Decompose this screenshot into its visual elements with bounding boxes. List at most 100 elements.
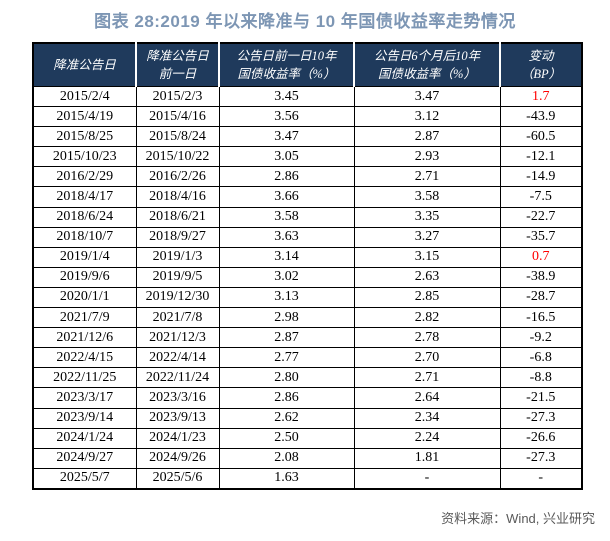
cell: 2019/9/6 xyxy=(32,266,137,288)
cell: 2024/1/24 xyxy=(32,427,137,449)
cell: 2022/11/25 xyxy=(32,367,137,389)
cell: 3.12 xyxy=(353,106,501,128)
cell: 2.80 xyxy=(218,367,355,389)
change-bp-cell: -6.8 xyxy=(499,347,583,369)
cell: 2022/4/15 xyxy=(32,347,137,369)
cell: 3.58 xyxy=(218,206,355,228)
cell: 2023/3/16 xyxy=(135,387,220,409)
table-row: 2022/11/25 2022/11/24 2.80 2.71 -8.8 xyxy=(32,367,583,389)
cell: 3.35 xyxy=(353,206,501,228)
chart-title: 图表 28:2019 年以来降准与 10 年国债收益率走势情况 xyxy=(94,12,516,31)
cell: 2019/9/5 xyxy=(135,266,220,288)
change-bp-cell: -12.1 xyxy=(499,146,583,168)
cell: 2018/6/24 xyxy=(32,206,137,228)
cell: 3.56 xyxy=(218,106,355,128)
cell: 3.27 xyxy=(353,226,501,248)
table-row: 2016/2/29 2016/2/26 2.86 2.71 -14.9 xyxy=(32,166,583,188)
cell: 3.45 xyxy=(218,85,355,108)
cell: 2.78 xyxy=(353,327,501,349)
cell: 2021/12/6 xyxy=(32,327,137,349)
cell: 2018/4/17 xyxy=(32,186,137,208)
cell: 2024/9/26 xyxy=(135,447,220,469)
cell: 2021/12/3 xyxy=(135,327,220,349)
cell: 2.93 xyxy=(353,146,501,168)
cell: 2.08 xyxy=(218,447,355,469)
cell: 2022/4/14 xyxy=(135,347,220,369)
cell: 2016/2/26 xyxy=(135,166,220,188)
cell: 2024/1/23 xyxy=(135,427,220,449)
cell: 2.63 xyxy=(353,266,501,288)
cell: 3.02 xyxy=(218,266,355,288)
cell: 3.14 xyxy=(218,246,355,268)
cell: 2.86 xyxy=(218,387,355,409)
cell: 2023/3/17 xyxy=(32,387,137,409)
cell: 2019/1/3 xyxy=(135,246,220,268)
cell: 2015/10/23 xyxy=(32,146,137,168)
cell: 2018/10/7 xyxy=(32,226,137,248)
cell: 2021/7/8 xyxy=(135,307,220,329)
table-body: 2015/2/4 2015/2/3 3.45 3.47 1.7 2015/4/19 2015… xyxy=(32,85,583,490)
table-row: 2020/1/1 2019/12/30 3.13 2.85 -28.7 xyxy=(32,286,583,309)
cell: 2.64 xyxy=(353,387,501,409)
table-row: 2025/5/7 2025/5/6 1.63- - xyxy=(32,467,583,490)
cell: 2015/2/4 xyxy=(32,85,137,108)
table-row: 2021/12/6 2021/12/3 2.87 2.78 -9.2 xyxy=(32,327,583,349)
cell: 1.63 xyxy=(218,467,355,490)
cell: 2.86 xyxy=(218,166,355,188)
cell: 2025/5/7 xyxy=(32,467,137,490)
change-bp-cell: -22.7 xyxy=(499,206,583,228)
cell: 3.47 xyxy=(218,126,355,148)
cell: 2.98 xyxy=(218,307,355,329)
cell: 2018/6/21 xyxy=(135,206,220,228)
cell: 2.70 xyxy=(353,347,501,369)
table-row: 2015/10/23 2015/10/22 3.05 2.93 -12.1 xyxy=(32,146,583,168)
cell: 2019/12/30 xyxy=(135,286,220,309)
cell: 2019/1/4 xyxy=(32,246,137,268)
table-row: 2015/8/25 2015/8/24 3.47 2.87 -60.5 xyxy=(32,126,583,148)
column-header: 降准公告日 前一日 xyxy=(135,43,219,87)
column-header: 变动 （BP） xyxy=(499,43,582,87)
cell: 2.50 xyxy=(218,427,355,449)
cell: 2023/9/14 xyxy=(32,407,137,429)
cell: 2025/5/6 xyxy=(135,467,220,490)
change-bp-cell: -38.9 xyxy=(499,266,583,288)
table-row: 2023/3/17 2023/3/16 2.86 2.64 -21.5 xyxy=(32,387,583,409)
table-row: 2019/1/4 2019/1/3 3.14 3.15 0.7 xyxy=(32,246,583,268)
change-bp-cell: 1.7 xyxy=(499,85,583,108)
table-row: 2018/4/17 2018/4/16 3.66 3.58 -7.5 xyxy=(32,186,583,208)
table-row: 2021/7/9 2021/7/8 2.98 2.82 -16.5 xyxy=(32,307,583,329)
change-bp-cell: -27.3 xyxy=(499,447,583,469)
cell: 3.63 xyxy=(218,226,355,248)
cell: 2.87 xyxy=(353,126,501,148)
change-bp-cell: -26.6 xyxy=(499,427,583,449)
change-bp-cell: 0.7 xyxy=(499,246,583,268)
change-bp-cell: -7.5 xyxy=(499,186,583,208)
change-bp-cell: -21.5 xyxy=(499,387,583,409)
change-bp-cell: -28.7 xyxy=(499,286,583,309)
cell: 3.13 xyxy=(218,286,355,309)
table-row: 2019/9/6 2019/9/5 3.02 2.63 -38.9 xyxy=(32,266,583,288)
column-header: 公告日前一日10年 国债收益率（%） xyxy=(218,43,354,87)
data-source-note: 资料来源：Wind, 兴业研究 xyxy=(441,511,595,526)
cell: 2021/7/9 xyxy=(32,307,137,329)
cell: 2015/4/16 xyxy=(135,106,220,128)
cell: 2015/8/24 xyxy=(135,126,220,148)
table-row: 2022/4/15 2022/4/14 2.77 2.70 -6.8 xyxy=(32,347,583,369)
cell: 2.85 xyxy=(353,286,501,309)
change-bp-cell: -14.9 xyxy=(499,166,583,188)
cell: 2.34 xyxy=(353,407,501,429)
cell: 2015/2/3 xyxy=(135,85,220,108)
table-row: 2015/2/4 2015/2/3 3.45 3.47 1.7 xyxy=(32,85,583,108)
change-bp-cell: -35.7 xyxy=(499,226,583,248)
cell: 2015/10/22 xyxy=(135,146,220,168)
column-header: 降准公告日 xyxy=(33,43,136,87)
cell: 3.05 xyxy=(218,146,355,168)
cell: 2020/1/1 xyxy=(32,286,137,309)
cell: 2.71 xyxy=(353,166,501,188)
cell: 3.66 xyxy=(218,186,355,208)
cell: 2018/9/27 xyxy=(135,226,220,248)
change-bp-cell: -60.5 xyxy=(499,126,583,148)
table-row: 2018/6/24 2018/6/21 3.58 3.35 -22.7 xyxy=(32,206,583,228)
table-row: 2024/1/24 2024/1/23 2.50 2.24 -26.6 xyxy=(32,427,583,449)
cell: 2015/4/19 xyxy=(32,106,137,128)
